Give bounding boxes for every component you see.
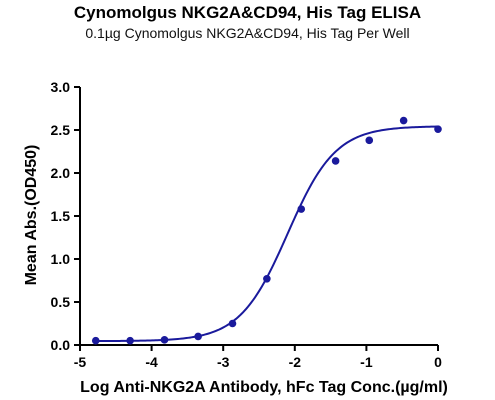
data-points-layer [91, 116, 442, 345]
axes: 0.0 0.5 1.0 1.5 2.0 2.5 3.0 -5 -4 -3 -2 -1 0 [51, 79, 443, 370]
data-point [434, 125, 442, 133]
chart-subtitle: 0.1µg Cynomolgus NKG2A&CD94, His Tag Per… [85, 25, 410, 41]
y-tick-label: 1.0 [51, 251, 71, 267]
data-point [228, 319, 237, 328]
data-point [160, 336, 169, 344]
x-tick-label: -1 [360, 354, 373, 370]
fit-curve [95, 125, 439, 343]
data-point [399, 116, 408, 125]
x-axis-title: Log Anti-NKG2A Antibody, hFc Tag Conc.(µ… [80, 379, 448, 396]
x-tick-label: -4 [145, 354, 158, 370]
fit-curve-layer [95, 125, 439, 343]
y-axis-title: Mean Abs.(OD450) [23, 145, 40, 286]
y-tick-label: 3.0 [51, 79, 71, 95]
data-point [194, 332, 202, 341]
y-tick-label: 2.0 [51, 165, 71, 181]
y-tick-label: 0.5 [51, 294, 71, 310]
data-point [297, 205, 306, 213]
y-tick-label: 2.5 [51, 122, 71, 138]
chart-title: Cynomolgus NKG2A&CD94, His Tag ELISA [73, 3, 422, 22]
x-tick-label: -2 [289, 354, 302, 370]
x-tick-label: 0 [434, 354, 442, 370]
data-point [91, 336, 100, 345]
y-tick-label: 1.5 [51, 208, 71, 224]
data-point [331, 157, 340, 165]
data-point [365, 136, 374, 145]
data-point [263, 274, 271, 283]
x-tick-label: -3 [217, 354, 230, 370]
y-tick-label: 0.0 [51, 337, 71, 353]
data-point [126, 336, 134, 345]
x-tick-label: -5 [74, 354, 87, 370]
